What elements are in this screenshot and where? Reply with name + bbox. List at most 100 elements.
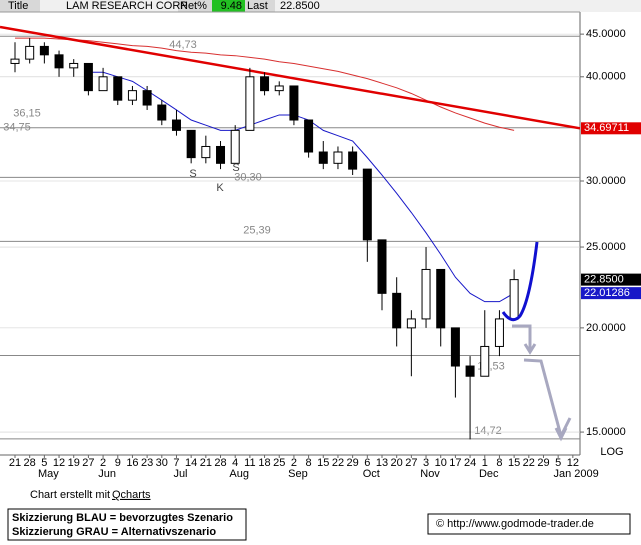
candle-body: [406, 318, 416, 329]
x-tick-label: 7: [173, 457, 179, 469]
month-label: May: [38, 468, 59, 480]
source: © http://www.godmode-trader.de: [436, 518, 594, 530]
month-label: Jun: [98, 468, 116, 480]
x-tick-label: 22: [332, 457, 344, 469]
candle-body: [113, 76, 123, 101]
candle-body: [69, 62, 79, 69]
legend-blue: Skizzierung BLAU = bevorzugtes Szenario: [12, 512, 233, 524]
x-tick-label: 21: [200, 457, 212, 469]
month-label: Jul: [173, 468, 187, 480]
month-label: Nov: [420, 468, 440, 480]
candle-body: [436, 268, 446, 329]
candle-body: [465, 365, 475, 377]
x-tick-label: 15: [508, 457, 520, 469]
candle-body: [318, 151, 328, 164]
x-tick-label: 15: [317, 457, 329, 469]
candle-body: [421, 268, 431, 320]
header-last-label: Last: [247, 0, 268, 12]
legend-gray: Skizzierung GRAU = Alternativszenario: [12, 526, 216, 538]
y-tick-label: 30.0000: [586, 175, 626, 187]
candle-body: [260, 76, 270, 92]
x-tick-label: 6: [364, 457, 370, 469]
candle-body: [142, 90, 152, 106]
x-tick-label: 22: [523, 457, 535, 469]
candle-body: [25, 45, 35, 60]
x-tick-label: 12: [53, 457, 65, 469]
level-label: 30,30: [234, 171, 262, 183]
trend-line: [0, 25, 581, 130]
price-marker-label: 22.01286: [584, 287, 630, 299]
candle-body: [289, 85, 299, 121]
header-net-label: Net%: [180, 0, 207, 12]
scenario-gray: [523, 358, 572, 442]
x-tick-label: 1: [482, 457, 488, 469]
header-title-label: Title: [8, 0, 28, 12]
x-tick-label: 3: [423, 457, 429, 469]
candle-body: [509, 279, 519, 320]
x-tick-label: 30: [156, 457, 168, 469]
x-tick-label: 24: [464, 457, 476, 469]
candle-body: [230, 129, 240, 164]
price-marker: [581, 287, 641, 300]
x-tick-label: 12: [567, 457, 579, 469]
header-last: 22.8500: [280, 0, 320, 12]
pattern-label: K: [216, 182, 224, 194]
y-tick-label: 45.0000: [586, 28, 626, 40]
candle-body: [348, 151, 358, 170]
x-tick-label: 28: [214, 457, 226, 469]
x-tick-label: 18: [258, 457, 270, 469]
candle-body: [171, 119, 181, 131]
candle-body: [333, 151, 343, 164]
month-label: Jan 2009: [554, 468, 599, 480]
candle-body: [98, 76, 108, 92]
x-tick-label: 5: [555, 457, 561, 469]
x-tick-label: 16: [126, 457, 138, 469]
x-tick-label: 4: [232, 457, 238, 469]
level-label: 25,39: [243, 224, 271, 236]
level-label: 36,15: [13, 107, 41, 119]
y-tick-label: 40.0000: [586, 71, 626, 83]
candle-body: [39, 45, 49, 56]
credit-link: Qcharts: [112, 489, 151, 501]
level-label: 14,72: [474, 425, 502, 437]
x-tick-label: 2: [291, 457, 297, 469]
candle-body: [304, 119, 314, 153]
x-tick-label: 21: [9, 457, 21, 469]
level-label: 34,75: [3, 122, 31, 134]
header-name: LAM RESEARCH CORP: [66, 0, 188, 12]
source-box: [427, 513, 631, 535]
moving-average: [88, 71, 515, 303]
legend-box: [7, 508, 247, 541]
scenario-gray: [512, 324, 537, 355]
x-tick-label: 29: [537, 457, 549, 469]
candle-body: [494, 318, 504, 347]
x-tick-label: 13: [376, 457, 388, 469]
x-tick-label: 8: [306, 457, 312, 469]
candle-body: [362, 168, 372, 241]
candle-body: [392, 292, 402, 329]
candle-body: [216, 145, 226, 164]
candle-body: [10, 58, 20, 64]
x-tick-label: 19: [68, 457, 80, 469]
x-tick-label: 28: [24, 457, 36, 469]
header-bar: [0, 0, 641, 12]
candle-body: [245, 76, 255, 131]
candle-body: [127, 90, 137, 101]
price-marker: [581, 273, 641, 286]
y-axis-label: LOG: [600, 446, 623, 458]
candle-body: [274, 85, 284, 92]
credit: Chart erstellt mit: [30, 489, 110, 501]
header-cell: [212, 0, 245, 12]
header-cell: [245, 0, 275, 12]
candle-body: [450, 327, 460, 367]
x-tick-label: 27: [405, 457, 417, 469]
header-cell: [178, 0, 212, 12]
x-tick-label: 23: [141, 457, 153, 469]
x-tick-label: 2: [100, 457, 106, 469]
candle-body: [83, 62, 93, 92]
x-tick-label: 5: [41, 457, 47, 469]
x-tick-label: 29: [347, 457, 359, 469]
month-label: Sep: [288, 468, 308, 480]
